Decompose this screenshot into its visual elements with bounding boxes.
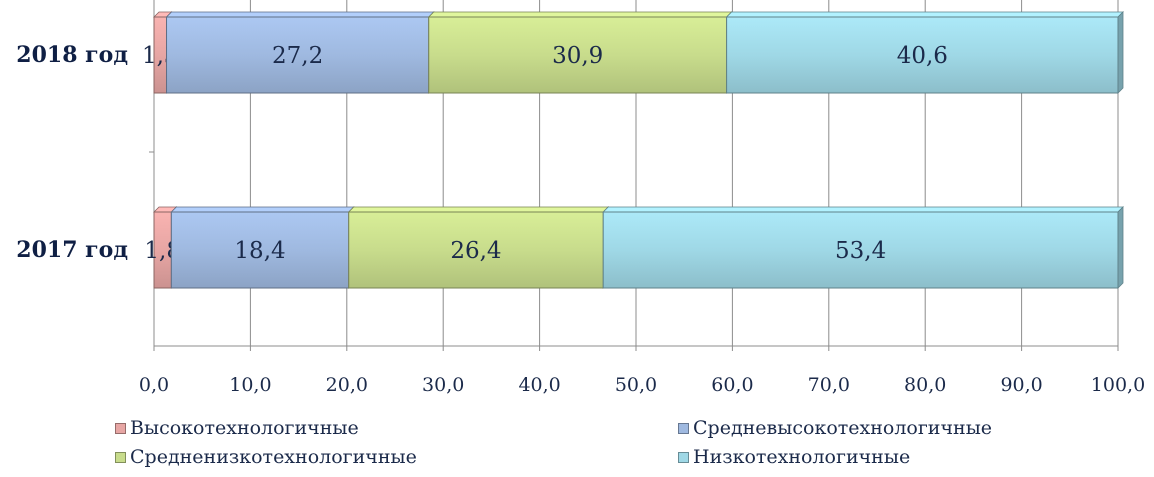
bar-segment <box>170 211 350 289</box>
bar-segment <box>348 211 604 289</box>
bar-value-label: 30,9 <box>552 43 603 69</box>
x-tick-label: 0,0 <box>139 374 169 396</box>
bar-value-label: 27,2 <box>272 43 323 69</box>
bar-segment-top <box>725 11 1124 18</box>
bar-segment-side <box>1117 11 1124 94</box>
bar-segment <box>428 16 728 94</box>
category-label: 2017 год <box>16 237 128 263</box>
x-tick-label: 90,0 <box>1000 374 1042 396</box>
bar-value-label: 26,4 <box>450 238 501 264</box>
x-tick-label: 60,0 <box>711 374 753 396</box>
bar-segment-top <box>602 206 1124 213</box>
bar-segment <box>166 16 430 94</box>
bar-segment <box>602 211 1119 289</box>
x-tick-label: 20,0 <box>326 374 368 396</box>
bar-value-label: 53,4 <box>835 238 886 264</box>
x-tick-label: 70,0 <box>808 374 850 396</box>
x-tick-label: 80,0 <box>904 374 946 396</box>
category-label: 2018 год <box>16 42 128 68</box>
bar-segment <box>726 16 1119 94</box>
bar-segment-top <box>427 11 733 18</box>
x-tick-label: 50,0 <box>615 374 657 396</box>
x-tick-label: 100,0 <box>1091 374 1145 396</box>
x-tick-label: 40,0 <box>518 374 560 396</box>
x-tick-label: 10,0 <box>229 374 271 396</box>
x-tick-label: 30,0 <box>422 374 464 396</box>
bar-segment-top <box>165 11 435 18</box>
bar-segment-top <box>170 206 355 213</box>
bar-value-label: 40,6 <box>897 43 948 69</box>
bar-segment-top <box>347 206 610 213</box>
bar-value-label: 18,4 <box>234 238 285 264</box>
bar-segment-side <box>1117 206 1124 289</box>
